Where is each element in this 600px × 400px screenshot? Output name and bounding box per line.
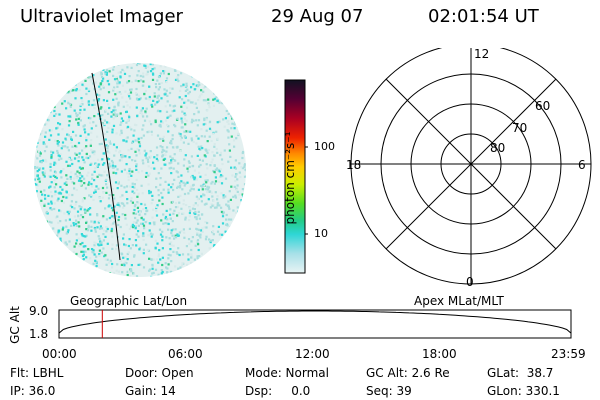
- terminator-line: [91, 72, 121, 261]
- auroral-image-disk: [34, 63, 246, 277]
- mlt-label-0: 0: [466, 275, 474, 288]
- mlt-label-12: 12: [474, 48, 489, 61]
- lat-label-60: 60: [535, 99, 550, 113]
- instrument-title: Ultraviolet Imager: [20, 6, 183, 27]
- meridian-diagonal-2: [385, 78, 557, 250]
- observation-date: 29 Aug 07: [271, 6, 364, 27]
- altitude-curve: [58, 310, 572, 334]
- info-gain: Gain: 14: [125, 384, 176, 398]
- info-dsp: Dsp: 0.0: [245, 384, 311, 398]
- timeline-right-label: Apex MLat/MLT: [414, 294, 504, 308]
- polar-grid-plot: 12 18 6 0 60 70 80: [346, 48, 592, 288]
- info-mode: Mode: Normal: [245, 366, 329, 380]
- observation-time: 02:01:54 UT: [428, 6, 539, 27]
- altitude-timeline: [58, 309, 572, 339]
- info-glat: GLat: 38.7: [487, 366, 554, 380]
- info-ip: IP: 36.0: [10, 384, 56, 398]
- timeline-ytick-high: 9.0: [29, 304, 49, 318]
- info-filter: Flt: LBHL: [10, 366, 64, 380]
- info-seq: Seq: 39: [366, 384, 412, 398]
- colorbar-tick-100: 100: [314, 140, 335, 153]
- lat-label-70: 70: [512, 121, 527, 135]
- info-gc-alt: GC Alt: 2.6 Re: [366, 366, 450, 380]
- timeline-xtick-0: 00:00: [42, 347, 77, 361]
- timeline-xtick-2: 12:00: [295, 347, 330, 361]
- mlt-label-6: 6: [578, 158, 586, 172]
- timeline-xtick-4: 23:59: [551, 347, 586, 361]
- timeline-axis-title: GC Alt: [8, 306, 22, 344]
- color-scale-bar: [284, 79, 308, 274]
- colorbar-tick-10: 10: [314, 227, 328, 240]
- timeline-left-label: Geographic Lat/Lon: [70, 294, 188, 308]
- timeline-xtick-1: 06:00: [168, 347, 203, 361]
- timeline-ytick-low: 1.8: [29, 327, 49, 341]
- colorbar-unit-label: photon cm⁻²s⁻¹: [283, 131, 297, 225]
- mlt-label-18: 18: [346, 158, 361, 172]
- timeline-xtick-3: 18:00: [422, 347, 457, 361]
- lat-label-80: 80: [490, 141, 505, 155]
- info-door: Door: Open: [125, 366, 194, 380]
- info-glon: GLon: 330.1: [487, 384, 560, 398]
